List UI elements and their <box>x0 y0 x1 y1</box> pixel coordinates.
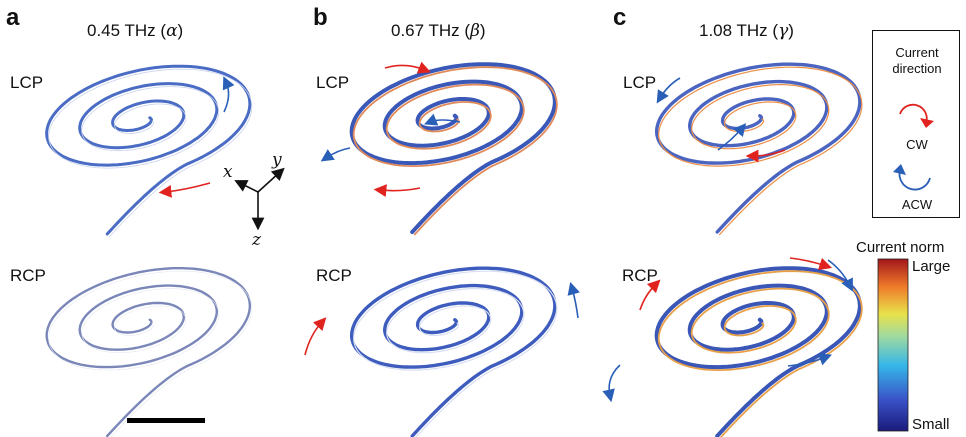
helix-a-rcp-edge <box>48 270 253 437</box>
rcp-label-b: RCP <box>316 266 352 285</box>
arrow-b-lcp-cw2 <box>384 61 431 74</box>
rcp-label-c: RCP <box>622 266 658 285</box>
helix-b-rcp <box>350 266 558 437</box>
helix-c-rcp-edge <box>657 270 863 437</box>
cw-icon <box>899 103 928 124</box>
acw-icon <box>898 169 931 191</box>
helix-b-rcp-strip <box>350 266 557 437</box>
helix-b-rcp-edge <box>353 270 558 437</box>
panel-letter-b: b <box>313 4 328 31</box>
colorbar-min-label: Small <box>912 416 950 433</box>
x-axis-label: x <box>223 162 233 182</box>
helix-c-lcp-strip <box>655 62 862 234</box>
lcp-label-a: LCP <box>10 73 44 92</box>
lcp-label-c: LCP <box>623 73 657 92</box>
helix-a-lcp-strip <box>45 64 252 236</box>
arrow-c-lcp-acw1 <box>656 77 681 104</box>
coordinate-axes <box>234 167 285 231</box>
frequency-label-c: 1.08 THz (γ) <box>699 21 794 41</box>
arrow-b-rcp-cw <box>304 317 327 356</box>
z-axis-label: z <box>252 230 261 250</box>
colorbar <box>877 258 909 432</box>
y-axis-arrow <box>257 167 285 193</box>
panel-letter-a: a <box>6 4 20 31</box>
legend-cw-label: CW <box>906 137 928 152</box>
arrow-c-rcp-acw3 <box>602 364 621 403</box>
current-direction-legend: Current direction CW ACW <box>872 30 960 218</box>
helix-structures <box>45 62 863 437</box>
helix-c-lcp-edge <box>658 66 863 236</box>
helix-c-lcp <box>655 62 863 236</box>
arrow-b-lcp-acw1 <box>424 113 461 126</box>
legend-title-line1: Current <box>895 45 939 60</box>
helix-b-lcp <box>349 62 558 236</box>
helix-b-lcp-strip <box>349 62 557 234</box>
arrow-b-lcp-acw2 <box>320 147 351 162</box>
helix-c-rcp-strip <box>654 266 862 437</box>
arrow-b-rcp-acw <box>567 281 580 319</box>
colorbar-max-label: Large <box>912 258 951 275</box>
helix-a-lcp <box>45 64 253 238</box>
panel-letter-c: c <box>613 4 627 31</box>
helix-a-rcp-strip <box>45 267 252 437</box>
arrow-a-lcp-acw <box>222 76 235 113</box>
arrow-c-rcp-cw1 <box>639 279 661 311</box>
current-arrows <box>158 61 853 403</box>
colorbar-title: Current norm <box>856 239 945 256</box>
arrow-c-lcp-acw2 <box>717 123 747 151</box>
rcp-label-a: RCP <box>10 266 46 285</box>
arrow-c-lcp-cw <box>745 149 786 163</box>
arrow-c-rcp-acw1 <box>827 259 853 292</box>
scale-bar <box>127 418 205 423</box>
helix-c-rcp <box>654 266 863 437</box>
lcp-label-b: LCP <box>316 73 350 92</box>
y-axis-label: y <box>272 150 282 170</box>
arrow-c-rcp-acw2 <box>787 353 832 367</box>
acw-arrowhead <box>893 164 906 175</box>
legend-acw-label: ACW <box>901 197 933 212</box>
cw-arrowhead <box>920 118 934 128</box>
arrow-c-rcp-cw2 <box>789 257 833 271</box>
x-axis-arrow <box>234 180 259 193</box>
helix-a-rcp <box>45 267 253 437</box>
frequency-label-a: 0.45 THz (α) <box>87 21 184 41</box>
arrow-b-lcp-cw1 <box>373 184 421 198</box>
legend-title-line2: direction <box>892 61 942 76</box>
arrow-a-lcp-cw <box>158 182 211 198</box>
frequency-label-b: 0.67 THz (β) <box>391 21 486 41</box>
helix-b-lcp-edge <box>352 66 558 236</box>
